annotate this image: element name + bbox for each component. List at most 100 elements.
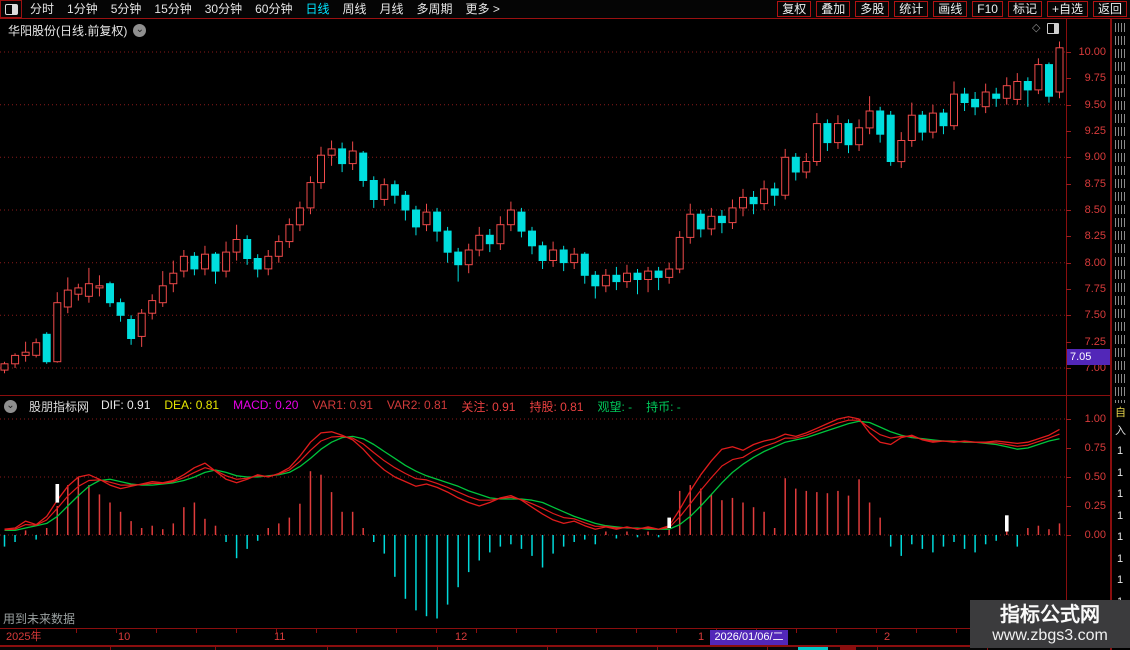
mini-window-icon[interactable] <box>1047 23 1060 34</box>
toolbar-button-6[interactable]: 标记 <box>1007 1 1042 17</box>
price-tick-mark-11 <box>1066 341 1071 343</box>
candlestick-chart[interactable] <box>0 19 1066 396</box>
strip-separator <box>215 647 216 650</box>
watermark-title: 指标公式网 <box>1000 604 1100 626</box>
date-tick <box>636 629 637 633</box>
price-tick-label-8: 8.00 <box>1084 256 1106 269</box>
sidebar-vertical-text <box>1115 23 1126 403</box>
price-tick-label-9: 7.75 <box>1084 282 1106 295</box>
window-split-icon <box>4 3 18 15</box>
date-label-11: 11 <box>274 631 286 643</box>
timeframe-item-4[interactable]: 30分钟 <box>204 2 243 16</box>
indicator-header: ⌄ 股朋指标网 DIF: 0.91 DEA: 0.81 MACD: 0.20 VAR1… <box>0 397 1070 415</box>
indicator-tick-label-4: 0.00 <box>1084 529 1106 541</box>
toolbar-button-0[interactable]: 复权 <box>777 1 812 17</box>
chevron-down-icon[interactable]: ⌄ <box>133 24 147 37</box>
indicator-name: 股朋指标网 <box>29 399 90 414</box>
toolbar-button-1[interactable]: 叠加 <box>816 1 851 17</box>
timeframe-item-1[interactable]: 1分钟 <box>67 2 98 16</box>
date-tick <box>156 629 157 633</box>
timeframe-item-2[interactable]: 5分钟 <box>110 2 142 16</box>
sidebar-digit-1[interactable]: 1 <box>1117 466 1124 479</box>
strip-separator <box>437 647 438 650</box>
price-tick-mark-12 <box>1066 367 1071 369</box>
sidebar-digit-2[interactable]: 1 <box>1117 488 1124 500</box>
candlestick-svg <box>0 41 1066 374</box>
sidebar-digit-3[interactable]: 1 <box>1117 509 1124 522</box>
sidebar-label-0[interactable]: 自 <box>1115 407 1126 419</box>
timeframe-item-9[interactable]: 多周期 <box>416 2 453 16</box>
date-tick <box>196 629 197 633</box>
price-tick-mark-9 <box>1066 288 1071 290</box>
price-tick-mark-8 <box>1066 262 1071 264</box>
date-label-2: 2 <box>884 631 891 643</box>
sidebar-label-1[interactable]: 入 <box>1115 425 1126 437</box>
layout-toggle-button[interactable] <box>0 0 22 18</box>
timeframe-item-3[interactable]: 15分钟 <box>154 2 192 16</box>
date-label-1: 1 <box>698 631 705 643</box>
indicator-tick-mark-1 <box>1066 448 1071 449</box>
toolbar-button-7[interactable]: +自选 <box>1046 1 1088 17</box>
macd-panel[interactable] <box>0 416 1066 628</box>
price-tick-mark-2 <box>1066 104 1071 106</box>
divider-main-indicator <box>0 395 1110 396</box>
indicator-field-VAR1: VAR1: 0.91 <box>312 397 373 412</box>
chart-title: 华阳股份(日线.前复权) ⌄ <box>8 22 147 39</box>
chart-title-text: 华阳股份(日线.前复权) <box>8 24 128 38</box>
date-label-10: 10 <box>118 631 131 643</box>
sidebar-digit-4[interactable]: 1 <box>1117 531 1124 543</box>
date-tick <box>516 629 517 633</box>
price-highlight-badge: 7.05 <box>1067 348 1110 365</box>
watermark-url: www.zbgs3.com <box>992 627 1108 644</box>
axis-right-border <box>1110 19 1111 650</box>
toolbar-actions: 复权 叠加 多股 统计 画线 F10 标记 +自选 返回 <box>777 1 1127 17</box>
right-sidebar[interactable]: 自入11111111 <box>1111 19 1130 650</box>
strip-separator <box>547 647 548 650</box>
sidebar-digit-0[interactable]: 1 <box>1117 445 1124 457</box>
price-tick-mark-5 <box>1066 183 1071 185</box>
toolbar-button-4[interactable]: 画线 <box>933 1 968 17</box>
date-tick <box>596 629 597 633</box>
macd-svg <box>0 416 1066 619</box>
date-tick <box>956 629 957 633</box>
price-tick-mark-0 <box>1066 52 1071 53</box>
date-tick <box>836 629 837 633</box>
strip-separator <box>657 647 658 650</box>
toolbar-button-2[interactable]: 多股 <box>855 1 890 17</box>
date-tick <box>116 629 117 633</box>
toolbar-button-3[interactable]: 统计 <box>894 1 929 17</box>
indicator-field-DEA: DEA: 0.81 <box>164 397 220 412</box>
indicator-chevron-icon[interactable]: ⌄ <box>4 399 17 413</box>
sidebar-digit-5[interactable]: 1 <box>1117 552 1124 565</box>
date-tick <box>396 629 397 633</box>
indicator-tick-label-1: 0.75 <box>1084 442 1106 454</box>
price-tick-label-7: 8.25 <box>1084 230 1106 243</box>
timeframe-item-5[interactable]: 60分钟 <box>255 2 293 16</box>
price-tick-mark-6 <box>1066 209 1071 211</box>
strip-separator <box>877 647 878 650</box>
toolbar-button-5[interactable]: F10 <box>972 1 1003 17</box>
timeframe-item-0[interactable]: 分时 <box>30 2 55 16</box>
timeframe-item-8[interactable]: 月线 <box>379 2 404 16</box>
indicator-field-持股: 持股: 0.81 <box>529 399 584 414</box>
date-tick <box>676 629 677 633</box>
toolbar-button-8[interactable]: 返回 <box>1092 1 1127 17</box>
indicator-values: DIF: 0.91 DEA: 0.81 MACD: 0.20 VAR1: 0.91 VA… <box>101 398 681 415</box>
price-tick-label-11: 7.25 <box>1084 335 1106 348</box>
price-tick-label-10: 7.50 <box>1084 309 1106 322</box>
timeframe-item-10[interactable]: 更多 ˃ <box>465 2 500 16</box>
timeframe-item-6[interactable]: 日线 <box>305 2 330 16</box>
indicator-tick-mark-0 <box>1066 419 1071 420</box>
price-tick-mark-3 <box>1066 130 1071 132</box>
date-axis: 2025年 10 11 12 1 2 2026/01/06/二 <box>0 628 1110 646</box>
strip-separator <box>110 647 111 650</box>
bottom-cut-strip <box>0 646 1110 650</box>
diamond-icon[interactable]: ◇ <box>1032 22 1041 34</box>
date-tick <box>76 629 77 633</box>
indicator-field-观望: 观望: - <box>597 399 633 414</box>
timeframe-item-7[interactable]: 周线 <box>342 2 367 16</box>
date-highlight-badge: 2026/01/06/二 <box>710 630 788 645</box>
sidebar-digit-6[interactable]: 1 <box>1117 574 1124 586</box>
price-tick-label-1: 9.75 <box>1084 72 1106 85</box>
price-tick-mark-10 <box>1066 315 1071 317</box>
